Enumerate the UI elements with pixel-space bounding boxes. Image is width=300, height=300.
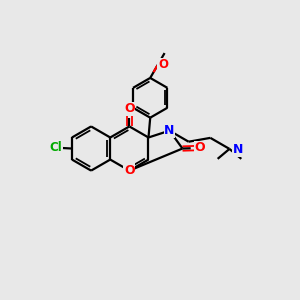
Text: Cl: Cl <box>50 141 62 154</box>
Text: O: O <box>194 142 205 154</box>
Text: O: O <box>124 164 135 177</box>
Text: N: N <box>233 143 243 156</box>
Text: O: O <box>158 58 168 71</box>
Text: O: O <box>124 102 135 115</box>
Text: N: N <box>164 124 175 137</box>
